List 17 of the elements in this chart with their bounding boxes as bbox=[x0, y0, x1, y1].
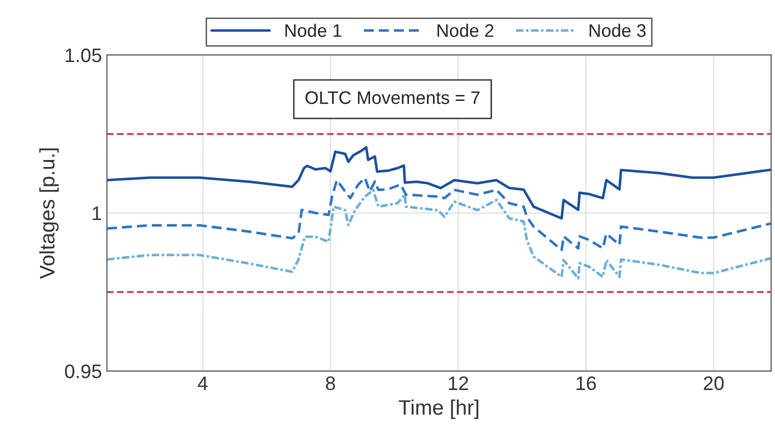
legend-label: Node 3 bbox=[590, 24, 646, 37]
annotation: OLTC Movements = 7 bbox=[306, 91, 480, 104]
x-axis-title: Time [hr] bbox=[398, 400, 478, 419]
legend-label: Node 2 bbox=[438, 24, 494, 37]
x-tick-label: 20 bbox=[704, 376, 724, 390]
y-tick-label: 1 bbox=[92, 206, 102, 220]
y-tick-label: 1.05 bbox=[66, 48, 102, 62]
y-axis-title: Voltages [p.u.] bbox=[39, 148, 59, 279]
x-tick-label: 8 bbox=[326, 376, 336, 390]
x-tick-label: 16 bbox=[576, 376, 596, 390]
y-tick-label: 0.95 bbox=[65, 364, 102, 378]
x-tick-label: 4 bbox=[198, 376, 208, 390]
legend-label: Node 1 bbox=[285, 24, 342, 37]
x-tick-label: 12 bbox=[448, 376, 468, 390]
line-series bbox=[106, 146, 772, 220]
line-series bbox=[106, 188, 772, 280]
line-series bbox=[106, 176, 772, 252]
